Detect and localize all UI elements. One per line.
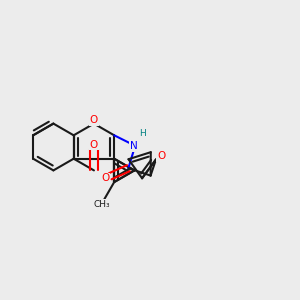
Text: O: O	[101, 173, 110, 183]
Text: O: O	[90, 115, 98, 125]
Text: H: H	[139, 129, 146, 138]
Text: N: N	[130, 141, 137, 151]
Text: O: O	[157, 151, 166, 161]
Text: CH₃: CH₃	[93, 200, 110, 208]
Text: O: O	[90, 140, 98, 149]
